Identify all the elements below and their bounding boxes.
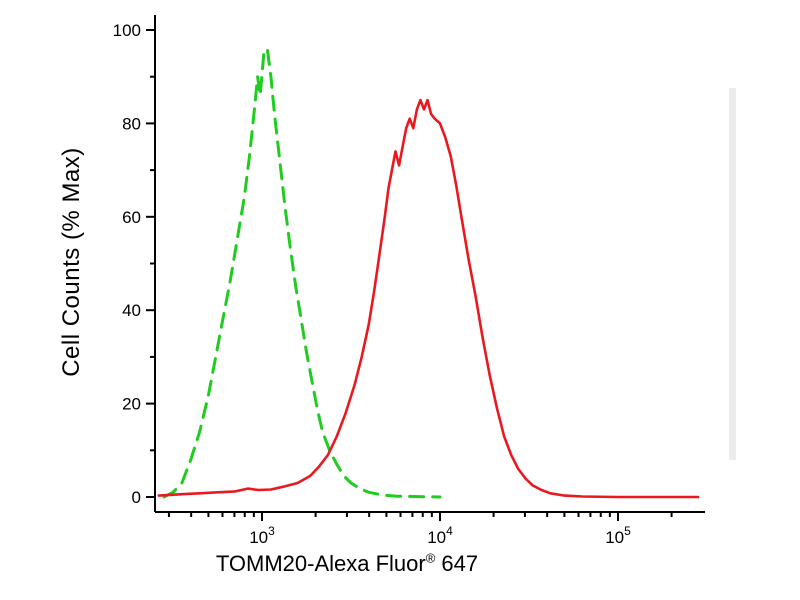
y-tick-label: 100 <box>113 21 141 40</box>
x-tick-label: 103 <box>249 524 275 547</box>
registered-trademark-symbol: ® <box>425 550 436 566</box>
y-tick-label: 80 <box>122 114 141 133</box>
right-edge-artifact <box>729 88 736 460</box>
x-axis-label-suffix: 647 <box>435 551 479 576</box>
y-ticks: 0 20 40 60 80 100 <box>113 21 155 507</box>
y-tick-label: 60 <box>122 208 141 227</box>
axes <box>154 15 705 513</box>
x-axis-label: TOMM20-Alexa Fluor® 647 <box>157 551 537 577</box>
y-tick-label: 20 <box>122 395 141 414</box>
y-tick-label: 40 <box>122 301 141 320</box>
y-axis-label: Cell Counts (% Max) <box>58 147 85 377</box>
x-axis-label-main: TOMM20-Alexa Fluor <box>215 551 426 576</box>
x-tick-label: 105 <box>605 524 631 547</box>
green-dashed-curve <box>162 47 442 499</box>
x-ticks: 103 104 105 <box>167 512 673 547</box>
red-solid-curve <box>157 98 700 499</box>
x-tick-label: 104 <box>427 524 453 547</box>
y-tick-label: 0 <box>132 488 141 507</box>
